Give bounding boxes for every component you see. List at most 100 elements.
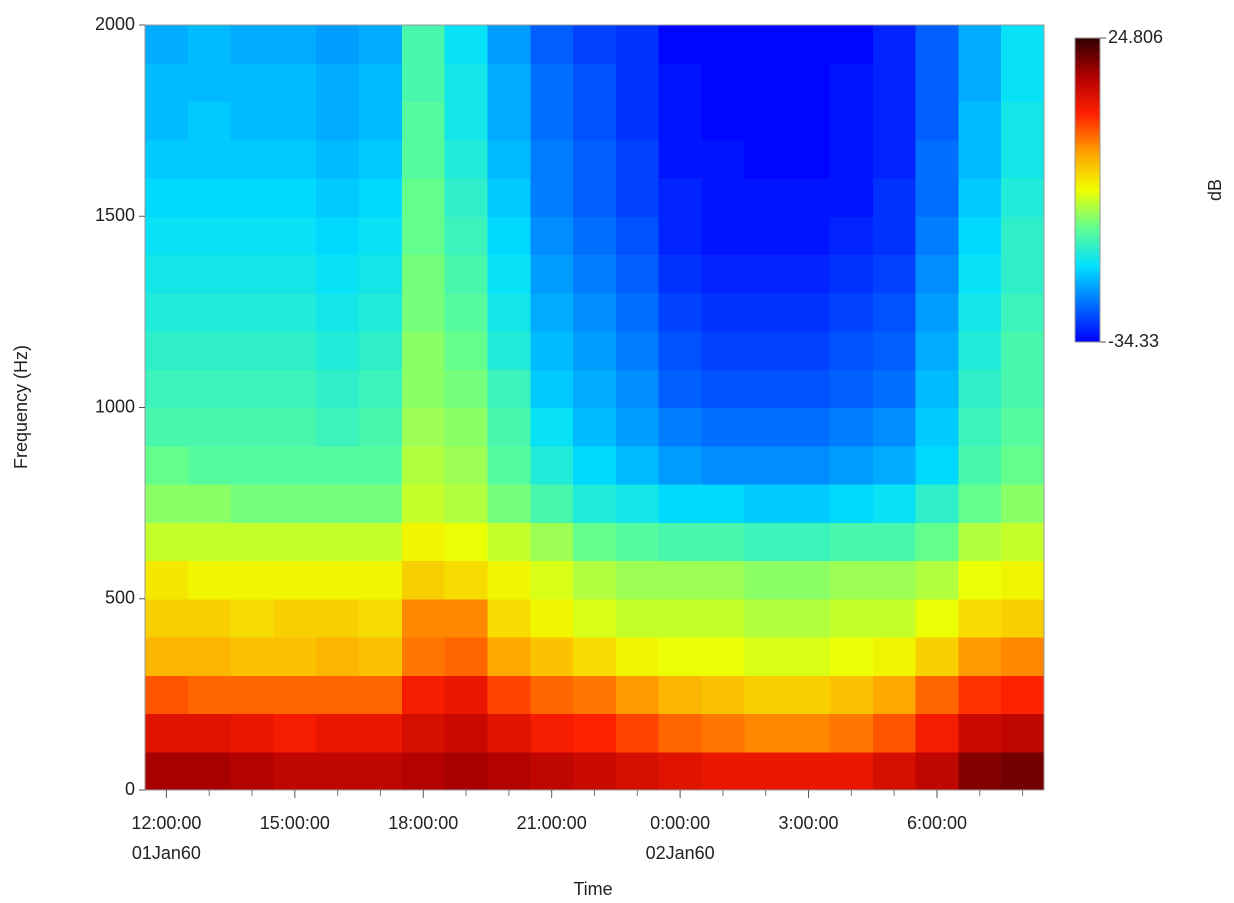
heatmap-cell (530, 25, 574, 64)
heatmap-cell (573, 178, 617, 217)
heatmap-cell (1001, 598, 1045, 638)
heatmap-cell (487, 178, 531, 217)
heatmap-cell (573, 522, 617, 562)
heatmap-cell (487, 331, 531, 370)
heatmap-cell (316, 254, 360, 294)
heatmap-cell (401, 292, 446, 332)
heatmap-cell (744, 407, 788, 447)
heatmap-cell (359, 407, 403, 447)
heatmap-cell (872, 178, 917, 217)
heatmap-cell (872, 216, 917, 256)
heatmap-cell (744, 751, 788, 791)
heatmap-cell (230, 101, 275, 141)
heatmap-cell (359, 522, 403, 562)
heatmap-cell (915, 522, 959, 562)
heatmap-cell (958, 407, 1002, 447)
heatmap-cell (573, 713, 617, 753)
x-tick-label: 15:00:00 (260, 813, 330, 833)
heatmap-cell (958, 675, 1002, 715)
heatmap-cell (145, 407, 189, 447)
heatmap-cell (787, 522, 831, 562)
heatmap-cell (658, 63, 703, 103)
heatmap-cell (145, 331, 189, 370)
x-tick-label: 12:00:00 (131, 813, 201, 833)
heatmap-cell (829, 675, 874, 715)
heatmap-cell (915, 369, 959, 409)
heatmap-cell (316, 216, 360, 256)
heatmap-cell (316, 598, 360, 638)
heatmap-cell (230, 139, 275, 179)
heatmap-cell (487, 139, 531, 179)
heatmap-cell (658, 216, 703, 256)
heatmap-cell (658, 407, 703, 447)
heatmap-cell (359, 139, 403, 179)
heatmap-cell (530, 751, 574, 791)
heatmap-cell (1001, 713, 1045, 753)
heatmap-cell (573, 101, 617, 141)
x-tick-label: 0:00:00 (650, 813, 710, 833)
heatmap-cell (958, 331, 1002, 370)
heatmap-cell (273, 560, 317, 600)
heatmap-cell (187, 254, 232, 294)
heatmap-cell (744, 178, 788, 217)
heatmap-cell (615, 292, 660, 332)
heatmap-cell (1001, 445, 1045, 485)
colorbar-tick-label: 24.806 (1108, 27, 1163, 47)
heatmap-cell (230, 598, 275, 638)
heatmap-cell (487, 254, 531, 294)
heatmap-cell (958, 292, 1002, 332)
heatmap-cell (615, 139, 660, 179)
heatmap-cell (744, 101, 788, 141)
heatmap-cell (401, 254, 446, 294)
heatmap-cell (145, 139, 189, 179)
heatmap-cell (359, 101, 403, 141)
heatmap-cell (701, 407, 745, 447)
heatmap-cell (1001, 369, 1045, 409)
heatmap-cell (915, 675, 959, 715)
heatmap-cell (1001, 292, 1045, 332)
heatmap-cell (829, 292, 874, 332)
heatmap-cell (316, 63, 360, 103)
heatmap-cell (145, 369, 189, 409)
heatmap-cell (701, 598, 745, 638)
heatmap-cell (658, 445, 703, 485)
heatmap-cell (701, 445, 745, 485)
heatmap-cell (145, 292, 189, 332)
heatmap-cell (444, 751, 489, 791)
heatmap-cell (573, 216, 617, 256)
heatmap-cell (872, 63, 917, 103)
heatmap-cell (487, 101, 531, 141)
heatmap-cell (915, 178, 959, 217)
heatmap-cell (401, 178, 446, 217)
heatmap-cell (915, 216, 959, 256)
heatmap-cell (230, 331, 275, 370)
heatmap-cell (829, 407, 874, 447)
heatmap-cell (487, 560, 531, 600)
heatmap-cell (915, 292, 959, 332)
heatmap-cell (658, 25, 703, 64)
heatmap-cell (915, 101, 959, 141)
heatmap-cell (487, 63, 531, 103)
heatmap-cell (744, 254, 788, 294)
heatmap-cell (487, 713, 531, 753)
heatmap-cell (530, 522, 574, 562)
heatmap-cell (444, 216, 489, 256)
colorbar-title: dB (1205, 179, 1225, 201)
heatmap-cell (187, 713, 232, 753)
heatmap-cell (573, 560, 617, 600)
heatmap-cell (958, 216, 1002, 256)
heatmap-cell (187, 292, 232, 332)
heatmap-cell (487, 637, 531, 676)
heatmap-cell (145, 101, 189, 141)
heatmap-cell (744, 445, 788, 485)
heatmap-cell (615, 713, 660, 753)
heatmap-cell (829, 369, 874, 409)
heatmap-cell (1001, 751, 1045, 791)
heatmap-cell (145, 63, 189, 103)
heatmap-cell (273, 292, 317, 332)
heatmap-cell (444, 407, 489, 447)
heatmap-cell (915, 25, 959, 64)
heatmap-cell (187, 101, 232, 141)
heatmap-cell (573, 254, 617, 294)
heatmap-cell (615, 484, 660, 523)
